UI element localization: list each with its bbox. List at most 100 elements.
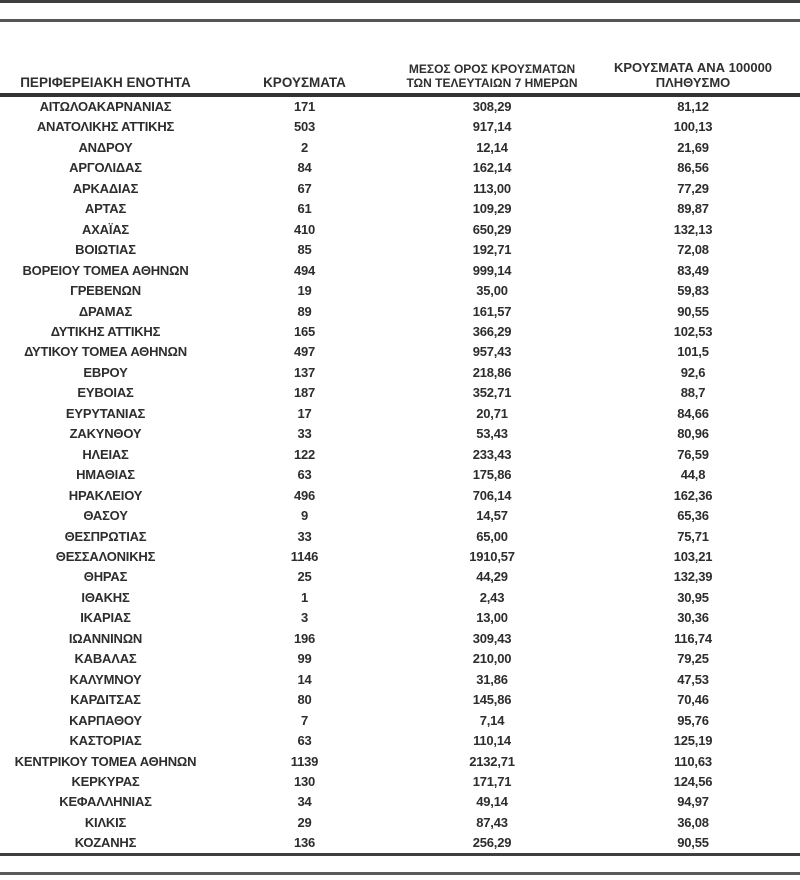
region-name-cell: ΚΕΦΑΛΛΗΝΙΑΣ: [59, 794, 152, 810]
cases-cell: 33: [297, 426, 312, 442]
per-100k-cell: 94,97: [677, 794, 709, 810]
per-100k-cell: 83,49: [677, 262, 709, 278]
cases-cell: 410: [293, 221, 316, 237]
avg-7day-cell: 233,43: [472, 446, 512, 462]
cases-cell: 122: [293, 446, 316, 462]
avg-7day-cell: 35,00: [476, 283, 508, 299]
cases-cell: 25: [297, 569, 312, 585]
avg-7day-cell: 14,57: [476, 508, 508, 524]
region-name-cell: ΕΒΡΟΥ: [83, 364, 128, 380]
cases-cell: 63: [297, 733, 312, 749]
region-name-cell: ΑΙΤΩΛΟΑΚΑΡΝΑΝΙΑΣ: [39, 99, 172, 114]
region-name-cell: ΑΝΑΤΟΛΙΚΗΣ ΑΤΤΙΚΗΣ: [36, 119, 175, 135]
table-row: ΒΟΡΕΙΟΥ ΤΟΜΕΑ ΑΘΗΝΩΝ 494 999,14 83,49: [0, 261, 800, 281]
table-row: ΚΑΛΥΜΝΟΥ 14 31,86 47,53: [0, 670, 800, 690]
per-100k-cell: 59,83: [677, 283, 709, 299]
cases-cell: 1139: [290, 753, 319, 769]
region-name-cell: ΚΑΡΔΙΤΣΑΣ: [70, 692, 141, 708]
region-name-cell: ΗΡΑΚΛΕΙΟΥ: [68, 487, 143, 503]
region-name-cell: ΑΡΚΑΔΙΑΣ: [72, 180, 139, 196]
region-name-cell: ΒΟΡΕΙΟΥ ΤΟΜΕΑ ΑΘΗΝΩΝ: [22, 262, 189, 278]
avg-7day-cell: 309,43: [472, 630, 512, 646]
region-name-cell: ΖΑΚΥΝΘΟΥ: [69, 426, 142, 442]
cases-cell: 1: [300, 589, 309, 605]
avg-7day-cell: 7,14: [479, 712, 505, 728]
cases-cell: 63: [297, 467, 312, 483]
region-name-cell: ΑΡΓΟΛΙΔΑΣ: [69, 160, 142, 176]
per-100k-cell: 103,21: [673, 548, 713, 564]
per-100k-cell: 44,8: [680, 467, 706, 483]
table-row: ΚΑΣΤΟΡΙΑΣ 63 110,14 125,19: [0, 731, 800, 751]
table-row: ΘΑΣΟΥ 9 14,57 65,36: [0, 506, 800, 526]
column-header-label-line2: ΤΩΝ ΤΕΛΕΥΤΑΙΩΝ 7 ΗΜΕΡΩΝ: [406, 76, 578, 90]
table-row: ΚΙΛΚΙΣ 29 87,43 36,08: [0, 813, 800, 833]
region-name-cell: ΗΛΕΙΑΣ: [82, 446, 129, 462]
table-row: ΗΛΕΙΑΣ 122 233,43 76,59: [0, 445, 800, 465]
column-header-label-line2: ΠΛΗΘΥΣΜΟ: [655, 75, 731, 90]
cases-cell: 196: [293, 630, 316, 646]
per-100k-cell: 80,96: [677, 426, 709, 442]
top-rule-inner: [0, 19, 800, 22]
per-100k-cell: 95,76: [677, 712, 709, 728]
region-name-cell: ΚΑΒΑΛΑΣ: [74, 651, 137, 667]
avg-7day-cell: 44,29: [476, 569, 508, 585]
cases-cell: 494: [293, 262, 316, 278]
avg-7day-cell: 175,86: [472, 467, 512, 483]
region-name-cell: ΙΩΑΝΝΙΝΩΝ: [68, 630, 143, 646]
per-100k-cell: 101,5: [677, 344, 709, 360]
per-100k-cell: 70,46: [677, 692, 709, 708]
column-header-label-line1: ΚΡΟΥΣΜΑΤΑ ΑΝΑ 100000: [613, 60, 773, 75]
table-row: ΑΡΚΑΔΙΑΣ 67 113,00 77,29: [0, 179, 800, 199]
bottom-rule-inner: [0, 853, 800, 856]
per-100k-cell: 65,36: [677, 508, 709, 524]
avg-7day-cell: 957,43: [472, 344, 512, 360]
table-row: ΔΥΤΙΚΟΥ ΤΟΜΕΑ ΑΘΗΝΩΝ 497 957,43 101,5: [0, 342, 800, 362]
avg-7day-cell: 999,14: [472, 262, 512, 278]
region-name-cell: ΘΑΣΟΥ: [83, 508, 128, 524]
avg-7day-cell: 109,29: [472, 201, 512, 217]
table-row: ΕΥΒΟΙΑΣ 187 352,71 88,7: [0, 383, 800, 403]
avg-7day-cell: 12,14: [476, 139, 508, 155]
cases-cell: 171: [293, 99, 316, 114]
per-100k-cell: 36,08: [677, 814, 709, 830]
cases-cell: 67: [297, 180, 312, 196]
cases-cell: 187: [293, 385, 316, 401]
per-100k-cell: 102,53: [673, 323, 713, 339]
avg-7day-cell: 218,86: [472, 364, 512, 380]
per-100k-cell: 110,63: [674, 753, 712, 769]
column-header-label-line1: ΜΕΣΟΣ ΟΡΟΣ ΚΡΟΥΣΜΑΤΩΝ: [408, 62, 576, 76]
per-100k-cell: 21,69: [677, 139, 709, 155]
table-row: ΘΕΣΣΑΛΟΝΙΚΗΣ 1146 1910,57 103,21: [0, 547, 800, 567]
avg-7day-cell: 49,14: [476, 794, 508, 810]
cases-cell: 496: [293, 487, 316, 503]
cases-cell: 61: [297, 201, 312, 217]
table-row: ΚΑΡΠΑΘΟΥ 7 7,14 95,76: [0, 711, 800, 731]
cases-cell: 137: [293, 364, 316, 380]
avg-7day-cell: 171,71: [472, 773, 512, 789]
per-100k-cell: 88,7: [680, 385, 706, 401]
table-row: ΑΡΤΑΣ 61 109,29 89,87: [0, 199, 800, 219]
table-row: ΑΙΤΩΛΟΑΚΑΡΝΑΝΙΑΣ 171 308,29 81,12: [0, 97, 800, 117]
per-100k-cell: 90,55: [677, 835, 709, 851]
avg-7day-cell: 161,57: [472, 303, 512, 319]
avg-7day-cell: 113,00: [473, 180, 511, 196]
column-header-label: ΠΕΡΙΦΕΡΕΙΑΚΗ ΕΝΟΤΗΤΑ: [20, 75, 191, 90]
table-row: ΙΘΑΚΗΣ 1 2,43 30,95: [0, 588, 800, 608]
table-row: ΑΡΓΟΛΙΔΑΣ 84 162,14 86,56: [0, 158, 800, 178]
table-row: ΔΡΑΜΑΣ 89 161,57 90,55: [0, 302, 800, 322]
region-name-cell: ΔΥΤΙΚΗΣ ΑΤΤΙΚΗΣ: [50, 323, 161, 339]
region-name-cell: ΚΙΛΚΙΣ: [84, 814, 127, 830]
avg-7day-cell: 917,14: [472, 119, 512, 135]
cases-cell: 497: [293, 344, 316, 360]
per-100k-cell: 132,39: [673, 569, 713, 585]
cases-cell: 19: [297, 283, 312, 299]
top-rule-outer: [0, 0, 800, 3]
avg-7day-cell: 706,14: [472, 487, 512, 503]
region-name-cell: ΘΕΣΣΑΛΟΝΙΚΗΣ: [55, 548, 156, 564]
region-name-cell: ΚΟΖΑΝΗΣ: [74, 835, 137, 851]
column-header-avg-7day: ΜΕΣΟΣ ΟΡΟΣ ΚΡΟΥΣΜΑΤΩΝ ΤΩΝ ΤΕΛΕΥΤΑΙΩΝ 7 Η…: [398, 62, 586, 92]
per-100k-cell: 81,12: [677, 99, 709, 114]
cases-cell: 17: [297, 405, 312, 421]
table-row: ΚΑΡΔΙΤΣΑΣ 80 145,86 70,46: [0, 690, 800, 710]
table-row: ΚΕΦΑΛΛΗΝΙΑΣ 34 49,14 94,97: [0, 792, 800, 812]
